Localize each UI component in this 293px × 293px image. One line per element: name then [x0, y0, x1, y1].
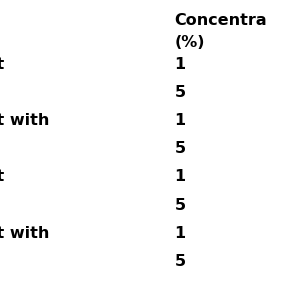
- Text: nt: nt: [0, 169, 5, 185]
- Text: 5: 5: [174, 141, 185, 156]
- Text: (%): (%): [174, 35, 205, 50]
- Text: nt: nt: [0, 57, 5, 72]
- Text: Concentra: Concentra: [174, 13, 267, 28]
- Text: 1: 1: [174, 57, 185, 72]
- Text: nt with: nt with: [0, 226, 50, 241]
- Text: 1: 1: [174, 226, 185, 241]
- Text: 5: 5: [174, 85, 185, 100]
- Text: 5: 5: [174, 254, 185, 269]
- Text: 1: 1: [174, 169, 185, 185]
- Text: 1: 1: [174, 113, 185, 128]
- Text: nt with: nt with: [0, 113, 50, 128]
- Text: 5: 5: [174, 197, 185, 213]
